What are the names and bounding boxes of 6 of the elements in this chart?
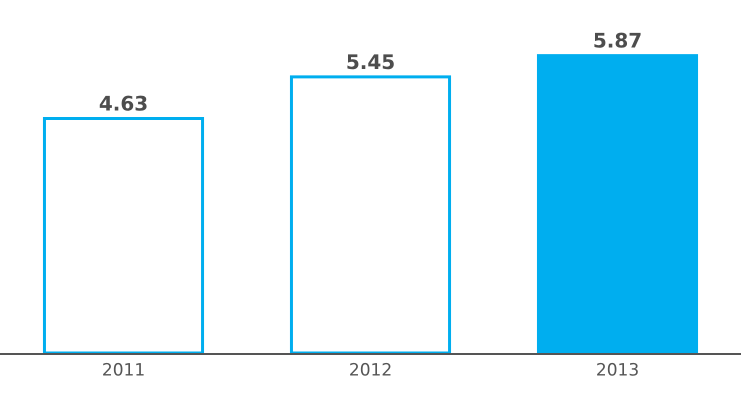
x-tick-label: 2011 xyxy=(102,360,146,380)
data-label: 4.63 xyxy=(98,91,148,116)
x-tick-label: 2013 xyxy=(596,360,640,380)
data-label: 5.45 xyxy=(346,50,396,74)
data-label: 5.87 xyxy=(592,28,642,53)
x-tick-label: 2012 xyxy=(348,360,392,380)
